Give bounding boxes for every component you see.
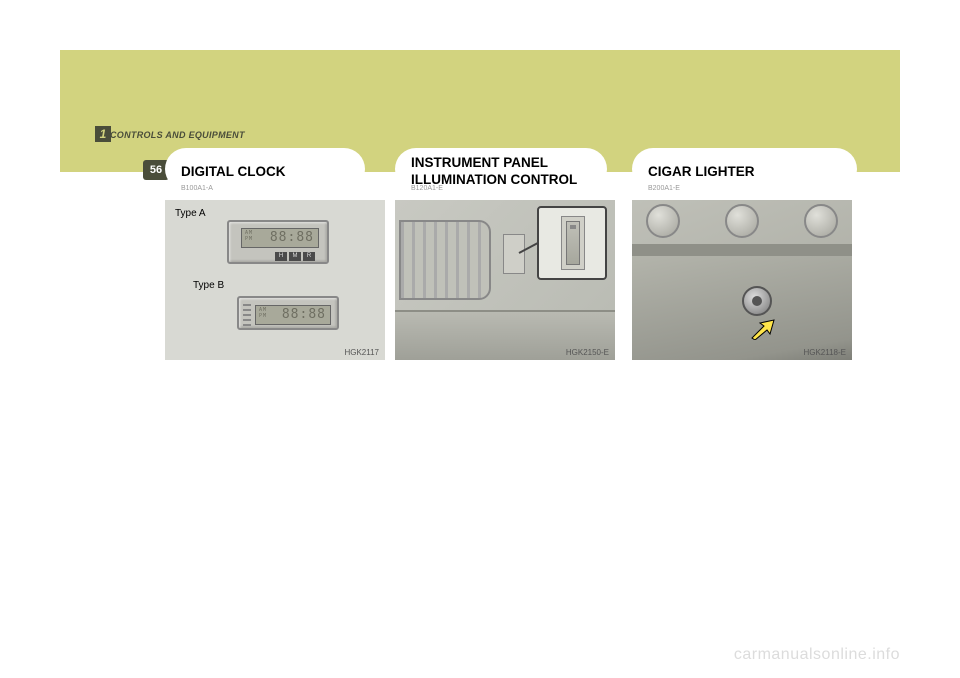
- ampm-indicator: AM PM: [245, 230, 253, 242]
- heading-ref: B120A1-E: [411, 180, 443, 197]
- section-title: CONTROLS AND EQUIPMENT: [110, 130, 245, 140]
- heading-text: DIGITAL CLOCK: [181, 163, 349, 180]
- climate-knob: [804, 204, 838, 238]
- panel-divider: [632, 244, 852, 256]
- heading-ref: B100A1-A: [181, 180, 213, 197]
- clock-side-buttons: [243, 304, 251, 326]
- figure-ref: HGK2150-E: [566, 348, 609, 357]
- rocker-indicator: [570, 225, 576, 229]
- dimmer-switch-closeup: [561, 216, 585, 270]
- air-vent: [399, 220, 491, 300]
- dashboard-panel: [395, 200, 615, 360]
- heading-cigar-lighter: CIGAR LIGHTER B200A1-E: [632, 148, 857, 190]
- chapter-number: 1: [95, 126, 111, 142]
- clock-button-r: R: [303, 252, 315, 261]
- center-console: [632, 200, 852, 360]
- type-b-label: Type B: [193, 280, 224, 291]
- clock-type-a: AM PM 88:88 H M R: [227, 220, 329, 264]
- watermark: carmanualsonline.info: [734, 646, 900, 664]
- lcd-display-a: AM PM 88:88: [241, 228, 319, 248]
- heading-text: CIGAR LIGHTER: [648, 163, 841, 180]
- type-a-label: Type A: [175, 208, 206, 219]
- lcd-time: 88:88: [282, 307, 326, 322]
- clock-button-h: H: [275, 252, 287, 261]
- ampm-indicator: AM PM: [259, 307, 267, 319]
- clock-type-b: AM PM 88:88: [237, 296, 339, 330]
- figure-ref: HGK2117: [344, 348, 379, 357]
- figure-digital-clock: Type A AM PM 88:88 H M R Type B AM PM 88…: [165, 200, 385, 360]
- heading-ref: B200A1-E: [648, 180, 680, 197]
- arrow-path: [752, 320, 774, 340]
- callout-inset: [537, 206, 607, 280]
- lower-console: [632, 256, 852, 360]
- climate-knob: [725, 204, 759, 238]
- lcd-time: 88:88: [270, 230, 314, 245]
- dimmer-rocker: [566, 221, 580, 265]
- clock-buttons: H M R: [275, 252, 315, 261]
- clock-button-m: M: [289, 252, 301, 261]
- climate-knob-row: [646, 204, 838, 236]
- climate-knob: [646, 204, 680, 238]
- heading-illumination-control: INSTRUMENT PANEL ILLUMINATION CONTROL B1…: [395, 148, 607, 190]
- heading-digital-clock: DIGITAL CLOCK B100A1-A: [165, 148, 365, 190]
- figure-illumination-control: HGK2150-E: [395, 200, 615, 360]
- figure-cigar-lighter: HGK2118-E: [632, 200, 852, 360]
- dimmer-switch-inplace: [503, 234, 525, 274]
- pointer-arrow-icon: [750, 318, 776, 340]
- figure-ref: HGK2118-E: [803, 348, 846, 357]
- cigar-lighter-socket: [742, 286, 772, 316]
- lcd-display-b: AM PM 88:88: [255, 305, 331, 325]
